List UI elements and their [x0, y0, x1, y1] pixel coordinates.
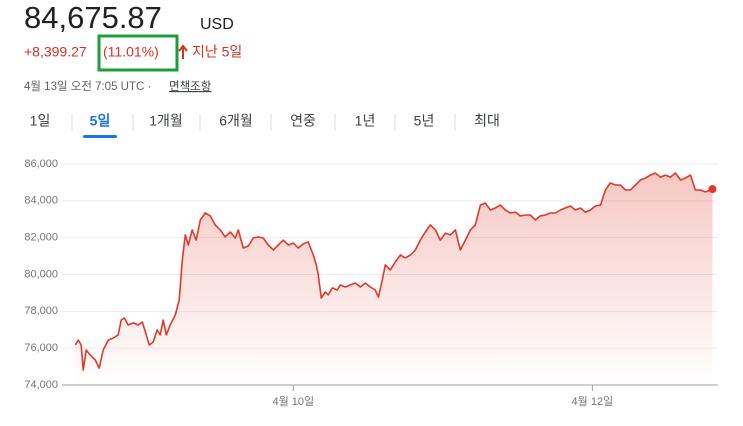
tab[interactable]: 5일	[90, 113, 111, 129]
tab[interactable]: 5년	[414, 113, 435, 129]
disclaimer[interactable]: 면책조항	[169, 79, 212, 93]
tab-bar: 1일 5일 1개월 6개월 연중 1년 5년 최대	[30, 113, 500, 138]
tab[interactable]: 1일	[30, 113, 51, 129]
price-line	[74, 172, 713, 371]
area-fill	[75, 173, 713, 385]
period: 지난 5일	[192, 44, 242, 60]
x-tick-label: 4월 10일	[272, 394, 314, 408]
y-tick-label: 74,000	[24, 379, 58, 391]
y-tick-label: 76,000	[24, 342, 58, 354]
x-tick-label: 4월 12일	[572, 394, 614, 408]
tab[interactable]: 6개월	[219, 113, 253, 129]
highlight-box	[97, 34, 179, 72]
up-arrow	[178, 44, 188, 59]
tab[interactable]: 1개월	[149, 113, 183, 129]
chart: 74,000 76,000 78,000 80,000 82,000 84,000 86,0…	[24, 158, 718, 408]
tab[interactable]: 1년	[355, 113, 376, 129]
change: +8,399.27	[24, 44, 87, 60]
y-tick-label: 82,000	[24, 232, 58, 244]
timestamp: 4월 13일 오전 7:05 UTC ·	[24, 79, 151, 93]
tab[interactable]: 연중	[290, 113, 316, 129]
tab[interactable]: 최대	[474, 113, 500, 129]
currency: USD	[200, 16, 234, 33]
y-tick-label: 84,000	[24, 195, 58, 207]
last-point	[708, 185, 717, 194]
tab-underline	[83, 135, 117, 138]
price: 84,675.87	[24, 0, 162, 35]
y-tick-label: 78,000	[24, 305, 58, 317]
change-percent: (11.01%)	[103, 44, 159, 60]
y-tick-label: 80,000	[24, 268, 58, 280]
y-tick-label: 86,000	[24, 158, 58, 170]
